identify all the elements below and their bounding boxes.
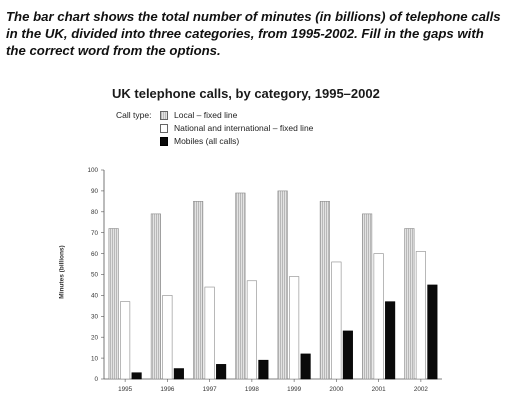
y-tick-label: 0 (94, 376, 98, 383)
bar-mobiles (385, 301, 396, 380)
x-tick-label: 1996 (160, 386, 175, 393)
y-tick-label: 40 (91, 293, 99, 300)
y-tick-label: 60 (91, 251, 99, 258)
bar-national (246, 280, 257, 380)
legend-swatch-mobiles (160, 137, 168, 146)
bar-national (204, 286, 215, 380)
legend-text-mobiles: Mobiles (all calls) (174, 136, 240, 146)
bar-national (162, 295, 173, 380)
y-tick-label: 30 (91, 314, 99, 321)
x-tick-label: 2000 (329, 386, 344, 393)
chart-title: UK telephone calls, by category, 1995–20… (112, 86, 380, 101)
bar-national (289, 276, 300, 380)
bar-local (193, 201, 204, 380)
y-tick-label: 20 (91, 334, 99, 341)
y-tick-label: 10 (91, 355, 99, 362)
bar-mobiles (427, 284, 438, 380)
x-tick-label: 1999 (287, 386, 302, 393)
instruction-text: The bar chart shows the total number of … (6, 9, 501, 58)
x-tick-label: 1998 (245, 386, 260, 393)
bar-mobiles (258, 359, 269, 380)
legend-text-local: Local – fixed line (174, 110, 238, 120)
x-tick-label: 1995 (118, 386, 133, 393)
bar-national (373, 253, 384, 380)
x-tick-label: 2001 (372, 386, 387, 393)
bar-mobiles (300, 353, 311, 380)
bar-local (108, 228, 119, 380)
bar-mobiles (342, 330, 353, 380)
bar-mobiles (131, 372, 142, 380)
legend-label: Call type: (116, 110, 152, 120)
bar-national (415, 251, 426, 380)
bar-local (150, 213, 161, 380)
bar-local (404, 228, 415, 380)
y-tick-label: 70 (91, 230, 99, 237)
legend-swatch-local (160, 111, 168, 120)
bar-mobiles (173, 368, 184, 380)
bar-national (120, 301, 131, 380)
bar-local (277, 190, 288, 380)
bar-mobiles (216, 364, 227, 380)
bar-local (235, 192, 246, 380)
legend-swatch-national (160, 124, 168, 133)
bar-local (362, 213, 373, 380)
y-tick-label: 90 (91, 188, 99, 195)
x-tick-label: 2002 (414, 386, 429, 393)
bar-national (331, 261, 342, 380)
legend-text-national: National and international – fixed line (174, 123, 314, 133)
y-tick-label: 50 (91, 272, 99, 279)
bar-local (319, 201, 330, 380)
x-tick-label: 1997 (203, 386, 218, 393)
y-tick-label: 80 (91, 209, 99, 216)
y-tick-label: 100 (87, 167, 98, 174)
